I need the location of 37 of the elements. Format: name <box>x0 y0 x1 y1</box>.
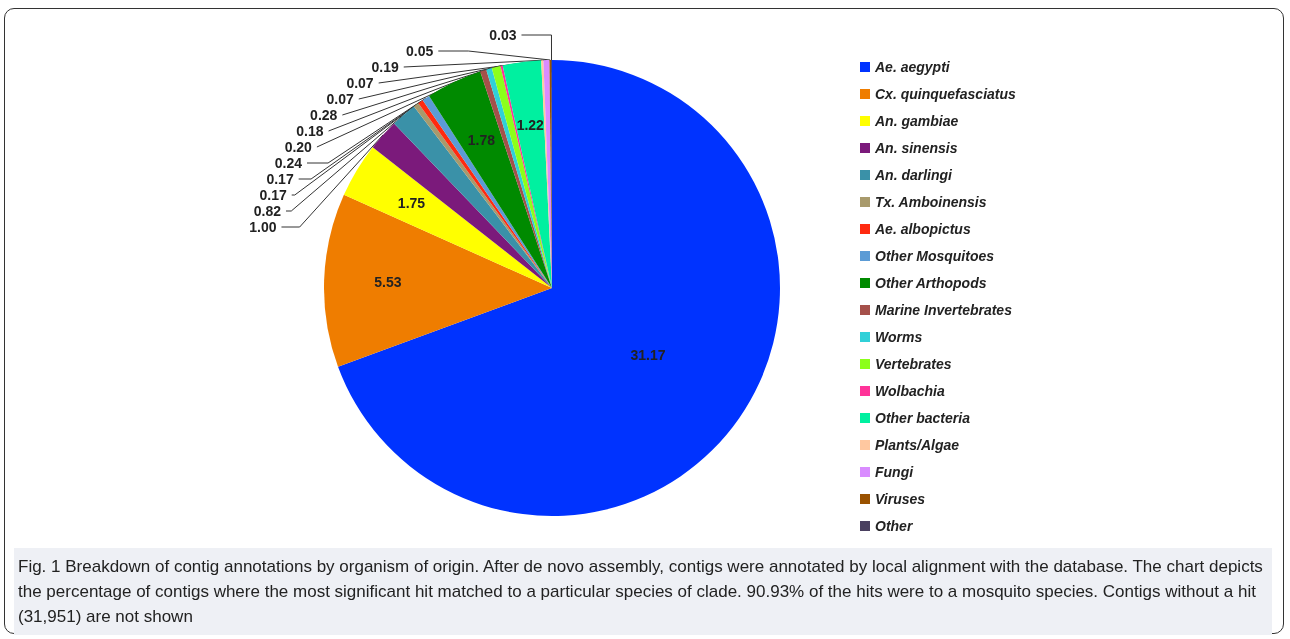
data-label: 5.53 <box>374 274 402 291</box>
data-label: 0.20 <box>284 139 313 155</box>
data-label: 0.05 <box>406 43 434 59</box>
caption: Fig. 1 Breakdown of contig annotations by organism of origin. After de novo assembly, contigs were annotated by local alignment with the database. The chart depicts the percentage of contigs where the most significant hit matched to a particular species of clade. 90.93% of the hits were to a mosquito species. Contigs without a hit (31,951) are not shown <box>18 556 1264 628</box>
legend-label: Plants/Algae <box>875 437 960 453</box>
legend-label: An. darlingi <box>874 167 954 183</box>
legend-label: Other bacteria <box>875 410 971 426</box>
data-label: 1.22 <box>516 117 545 134</box>
data-label: 0.03 <box>489 27 517 43</box>
legend-label: An. sinensis <box>874 140 958 156</box>
legend-label: Worms <box>875 329 923 345</box>
legend-label: Other Arthopods <box>875 275 987 291</box>
data-label: 0.07 <box>346 75 374 91</box>
data-label: 0.28 <box>310 107 338 123</box>
legend-label: Other <box>875 518 914 534</box>
legend-label: Wolbachia <box>875 383 945 399</box>
legend-label: Fungi <box>875 464 915 480</box>
data-label: 0.82 <box>253 203 282 219</box>
legend-label: Ae. aegypti <box>874 59 951 75</box>
legend-label: Vertebrates <box>875 356 952 372</box>
data-label: 0.18 <box>296 123 324 139</box>
data-label: 1.75 <box>397 195 426 212</box>
data-label: 0.07 <box>326 91 354 107</box>
legend-label: Tx. Amboinensis <box>875 194 987 210</box>
data-label: 0.24 <box>274 155 303 171</box>
legend-label: Viruses <box>875 491 926 507</box>
data-label: 0.17 <box>266 171 294 187</box>
data-label: 0.17 <box>259 187 287 203</box>
legend-label: An. gambiae <box>874 113 959 129</box>
data-label: 1.00 <box>249 219 277 235</box>
legend-label: Marine Invertebrates <box>875 302 1013 318</box>
legend-label: Ae. albopictus <box>874 221 971 237</box>
legend-label: Other Mosquitoes <box>875 248 995 264</box>
data-label: 0.19 <box>371 59 399 75</box>
legend-label: Cx. quinquefasciatus <box>875 86 1017 102</box>
data-label: 1.78 <box>467 131 496 148</box>
data-label: 31.17 <box>630 346 666 363</box>
